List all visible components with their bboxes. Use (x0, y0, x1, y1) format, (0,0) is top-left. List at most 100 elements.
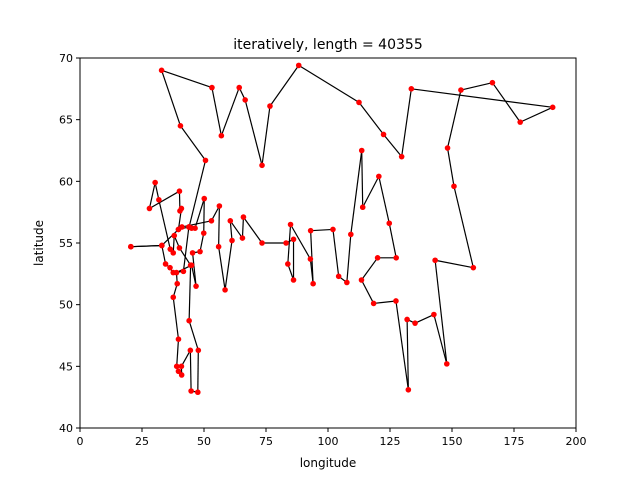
city-point (176, 227, 182, 233)
city-point (156, 197, 162, 203)
city-point (242, 97, 248, 103)
city-point (490, 80, 496, 86)
city-point (359, 277, 365, 283)
city-point (431, 312, 437, 318)
city-point (209, 85, 215, 91)
x-tick-label: 175 (504, 435, 525, 448)
y-tick-label: 40 (59, 422, 73, 435)
city-point (179, 372, 185, 378)
city-point (167, 265, 173, 271)
city-point (375, 255, 381, 261)
x-axis-label: longitude (300, 456, 357, 470)
x-tick-label: 25 (135, 435, 149, 448)
city-point (381, 132, 387, 138)
city-point (267, 103, 273, 109)
city-point (445, 145, 451, 151)
city-point (259, 163, 265, 169)
city-point (177, 188, 183, 194)
city-point (376, 174, 382, 180)
city-point (451, 183, 457, 189)
x-tick-label: 150 (442, 435, 463, 448)
city-point (517, 119, 523, 125)
x-tick-label: 100 (318, 435, 339, 448)
city-point (308, 228, 314, 234)
city-point (330, 227, 336, 233)
city-point (291, 277, 297, 283)
city-point (240, 235, 246, 241)
city-point (404, 317, 410, 323)
city-point (174, 270, 180, 276)
city-point (216, 244, 222, 250)
chart-title: iteratively, length = 40355 (233, 37, 422, 53)
city-point (170, 294, 176, 300)
y-tick-label: 70 (59, 52, 73, 65)
city-point (406, 387, 412, 393)
city-point (190, 250, 196, 256)
city-point (203, 158, 209, 164)
city-point (236, 85, 242, 91)
city-point (283, 240, 289, 246)
city-point (188, 388, 194, 394)
city-point (186, 318, 192, 324)
city-point (356, 100, 362, 106)
city-point (147, 206, 153, 212)
city-point (177, 245, 183, 251)
city-point (201, 196, 207, 202)
y-axis-label: latitude (32, 220, 46, 266)
city-point (179, 206, 185, 212)
city-point (393, 298, 399, 304)
city-point (393, 255, 399, 261)
y-tick-label: 60 (59, 175, 73, 188)
city-point (186, 224, 192, 230)
city-point (432, 257, 438, 263)
city-point (471, 265, 477, 271)
city-point (371, 301, 377, 307)
route-segment (204, 199, 205, 234)
city-point (386, 220, 392, 226)
route-segment (198, 350, 199, 392)
y-tick-label: 65 (59, 114, 73, 127)
city-point (152, 180, 158, 186)
city-point (193, 283, 199, 289)
y-tick-label: 50 (59, 299, 73, 312)
city-point (128, 244, 134, 250)
city-point (288, 222, 294, 228)
city-point (399, 154, 405, 160)
city-point (163, 261, 169, 267)
city-point (209, 218, 215, 224)
city-point (197, 249, 203, 255)
city-point (196, 348, 202, 354)
city-point (167, 246, 173, 252)
city-point (348, 232, 354, 238)
city-point (176, 336, 182, 342)
city-point (344, 280, 350, 286)
city-point (291, 237, 297, 243)
city-point (222, 287, 228, 293)
city-point (458, 87, 464, 93)
city-point (195, 389, 201, 395)
city-point (159, 243, 165, 249)
x-tick-label: 0 (77, 435, 84, 448)
city-point (188, 262, 194, 268)
city-point (296, 63, 302, 69)
city-point (217, 203, 223, 209)
city-point (336, 274, 342, 280)
y-tick-label: 55 (59, 237, 73, 250)
city-point (285, 261, 291, 267)
city-point (181, 269, 187, 275)
city-point (227, 218, 233, 224)
city-point (192, 225, 198, 231)
city-point (412, 320, 418, 326)
x-tick-label: 50 (197, 435, 211, 448)
city-point (171, 233, 177, 239)
x-tick-label: 125 (380, 435, 401, 448)
city-point (178, 123, 184, 129)
route-segment (190, 350, 191, 391)
y-tick-label: 45 (59, 360, 73, 373)
x-tick-label: 75 (259, 435, 273, 448)
city-point (550, 105, 556, 111)
city-point (444, 361, 450, 367)
route-segment (219, 206, 220, 247)
